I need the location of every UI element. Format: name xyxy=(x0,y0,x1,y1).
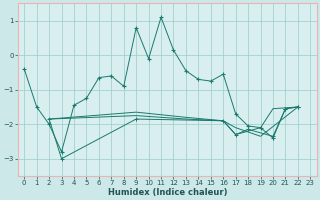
X-axis label: Humidex (Indice chaleur): Humidex (Indice chaleur) xyxy=(108,188,227,197)
